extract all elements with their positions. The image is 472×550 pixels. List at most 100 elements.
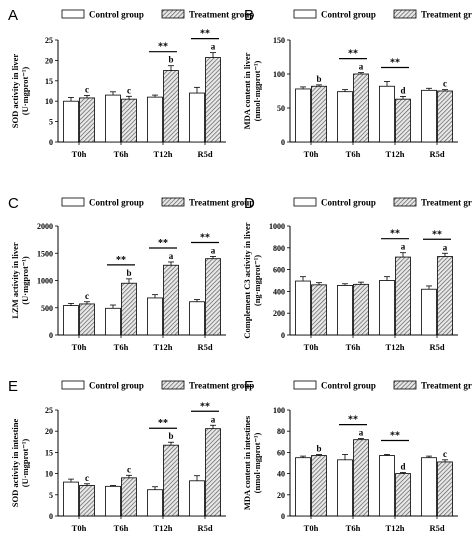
bar-treatment (353, 73, 369, 143)
bar-control (337, 459, 353, 517)
bar-treatment (395, 98, 411, 143)
x-tick-label: R5d (197, 523, 212, 533)
legend-label-control: Control group (321, 381, 376, 391)
y-tick-label: 1500 (37, 249, 53, 258)
significance-letter: c (85, 291, 89, 301)
bar-treatment (437, 256, 453, 336)
y-tick-label: 0 (49, 331, 53, 340)
significance-stars: ** (348, 49, 358, 60)
y-tick-label: 60 (277, 448, 285, 457)
significance-stars: ** (200, 401, 210, 412)
bar-control (147, 489, 163, 517)
bar-treatment (311, 85, 327, 143)
significance-letter: c (127, 464, 131, 474)
significance-letter: a (359, 62, 364, 72)
legend-swatch-control (293, 197, 317, 207)
y-tick-label: 25 (45, 36, 53, 45)
y-axis-label: MDA content in liver(nmol·mgprot⁻¹) (242, 52, 262, 129)
y-axis-label: MDA content in intestines(nmol·mgprot⁻¹) (242, 415, 262, 510)
y-tick-label: 5 (49, 118, 53, 127)
y-axis-label-line: (U·mgprot⁻¹) (20, 439, 30, 488)
legend-swatch-treatment (161, 380, 185, 390)
significance-letter: a (211, 246, 216, 256)
bar-treatment (205, 57, 221, 143)
x-tick-label: T0h (72, 523, 87, 533)
y-axis-label-line: Complement C3 activity in liver (242, 222, 252, 338)
significance-letter: a (211, 414, 216, 424)
x-tick-label: T0h (304, 523, 319, 533)
chart-panel-c: C Control group Treatment group 0 500 1000 150… (8, 195, 254, 352)
x-tick-label: T0h (304, 342, 319, 352)
significance-letter: a (359, 428, 364, 438)
significance-stars: ** (158, 418, 168, 429)
y-axis-label-line: LZM activity in liver (10, 242, 20, 318)
significance-stars: ** (390, 431, 400, 442)
x-tick-label: T0h (304, 149, 319, 159)
bar-treatment (395, 473, 411, 517)
y-axis-label-line: (nmol·mgprot⁻¹) (252, 60, 262, 121)
y-tick-label: 1000 (37, 277, 53, 286)
significance-letter: b (126, 268, 131, 278)
y-tick-label: 20 (45, 56, 53, 65)
significance-stars: ** (158, 238, 168, 249)
x-tick-label: T12h (154, 523, 173, 533)
bar-treatment (79, 303, 95, 336)
x-tick-label: T6h (114, 342, 129, 352)
panel-letter: B (244, 7, 254, 24)
y-tick-label: 0 (281, 138, 285, 147)
legend-label-treatment: Treatment group (189, 381, 254, 391)
bar-control (63, 305, 79, 336)
y-axis-label: Complement C3 activity in liver(ng·mgpro… (242, 222, 262, 338)
significance-letter: b (168, 431, 173, 441)
bar-treatment (163, 70, 179, 143)
panel-letter: D (244, 195, 255, 212)
significance-letter: b (168, 55, 173, 65)
x-tick-label: T12h (386, 342, 405, 352)
bar-control (337, 285, 353, 336)
significance-letter: c (443, 449, 447, 459)
y-axis-label-line: SOD activity in liver (10, 54, 20, 129)
y-tick-label: 0 (49, 138, 53, 147)
x-tick-label: T12h (154, 342, 173, 352)
legend-swatch-treatment (161, 197, 185, 207)
significance-stars: ** (348, 415, 358, 426)
bar-treatment (395, 256, 411, 336)
y-tick-label: 20 (45, 427, 53, 436)
bar-control (63, 481, 79, 517)
chart-panel-a: A Control group Treatment group 0 5 10 15 20 25 S… (8, 7, 254, 159)
panel-letter: A (8, 7, 18, 24)
chart-panel-e: E Control group Treatment group 0 5 10 15 20 25 S… (8, 378, 254, 533)
significance-letter: c (85, 84, 89, 94)
bar-treatment (121, 477, 137, 517)
y-axis-label-line: (nmol·mgprot⁻¹) (252, 432, 262, 493)
y-tick-label: 10 (45, 470, 53, 479)
significance-letter: b (316, 74, 321, 84)
legend-swatch-treatment (393, 9, 417, 19)
x-tick-label: T0h (72, 149, 87, 159)
x-tick-label: R5d (197, 149, 212, 159)
bar-control (295, 457, 311, 517)
x-tick-label: T12h (386, 523, 405, 533)
legend-label-control: Control group (321, 10, 376, 20)
significance-stars: ** (432, 229, 442, 240)
bar-control (147, 297, 163, 336)
significance-stars: ** (200, 233, 210, 244)
y-tick-label: 100 (273, 406, 285, 415)
bar-control (379, 455, 395, 517)
legend-swatch-treatment (393, 380, 417, 390)
legend-swatch-treatment (161, 9, 185, 19)
legend-label-control: Control group (89, 198, 144, 208)
legend-label-treatment: Treatment group (421, 381, 472, 391)
y-tick-label: 150 (273, 36, 285, 45)
x-tick-label: R5d (429, 523, 444, 533)
y-tick-label: 0 (49, 512, 53, 521)
y-tick-label: 80 (277, 427, 285, 436)
significance-letter: a (211, 42, 216, 52)
bar-control (63, 100, 79, 143)
chart-panel-f: F Control group Treatment group 0 20 40 60 80 10… (242, 378, 472, 533)
y-axis-label: LZM activity in liver(U·mgprot⁻¹) (10, 242, 30, 318)
bar-control (189, 480, 205, 517)
bar-treatment (437, 461, 453, 517)
bar-treatment (205, 258, 221, 336)
